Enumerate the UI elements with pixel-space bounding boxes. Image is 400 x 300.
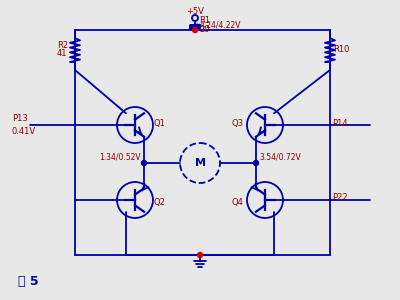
Text: 20: 20: [199, 25, 210, 34]
Text: P14: P14: [332, 118, 348, 127]
Text: M: M: [194, 158, 206, 168]
Text: P13: P13: [12, 114, 28, 123]
Text: Q3: Q3: [232, 119, 244, 128]
Text: R10: R10: [333, 44, 349, 53]
Text: 41: 41: [57, 50, 68, 58]
Text: P22: P22: [332, 194, 348, 202]
Text: Q1: Q1: [154, 119, 166, 128]
Circle shape: [192, 28, 198, 32]
Text: 3.54/0.72V: 3.54/0.72V: [259, 153, 301, 162]
Circle shape: [198, 253, 202, 257]
Text: Q4: Q4: [232, 198, 244, 207]
Circle shape: [254, 160, 258, 166]
Text: 4.24/4.22V: 4.24/4.22V: [200, 20, 242, 29]
Text: 1.34/0.52V: 1.34/0.52V: [99, 153, 141, 162]
Text: 0.41V: 0.41V: [12, 127, 36, 136]
Text: R2: R2: [57, 41, 68, 50]
Text: 图 5: 图 5: [18, 275, 39, 288]
Text: +5V: +5V: [186, 7, 204, 16]
Text: R1: R1: [199, 16, 210, 25]
Text: Q2: Q2: [154, 198, 166, 207]
Circle shape: [142, 160, 146, 166]
